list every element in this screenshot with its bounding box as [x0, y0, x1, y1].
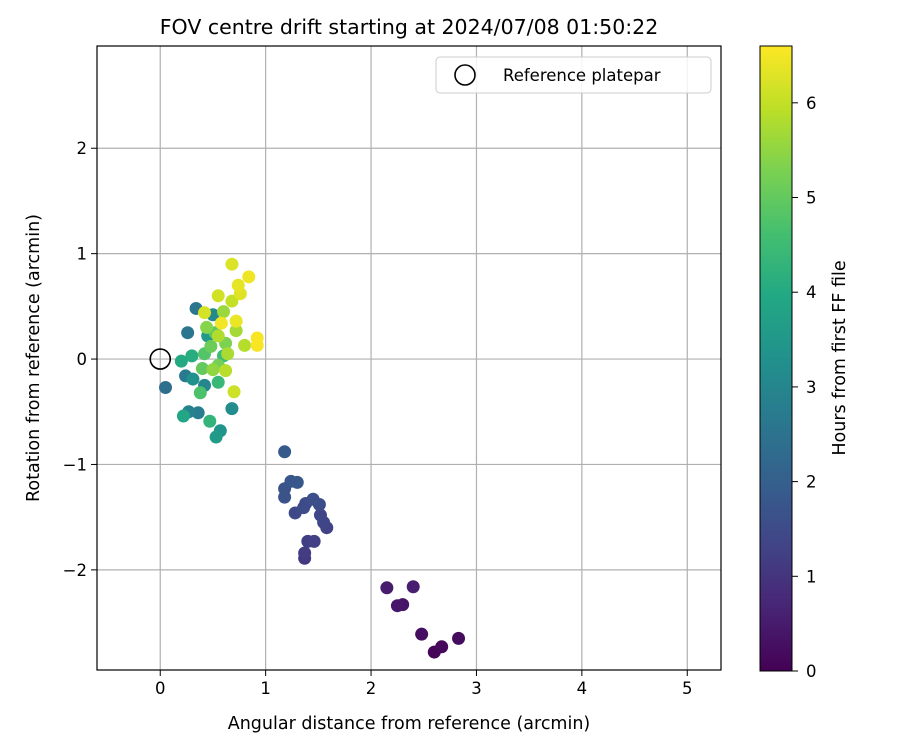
data-points: [159, 257, 466, 659]
colorbar: [759, 45, 793, 672]
data-point: [415, 627, 429, 641]
data-point: [181, 326, 195, 340]
data-point: [225, 257, 239, 271]
colorbar-tick-label: 0: [806, 662, 817, 681]
data-point: [174, 354, 188, 368]
y-tick-label: 0: [77, 350, 88, 369]
data-point: [225, 402, 239, 416]
data-point: [306, 492, 320, 506]
data-point: [209, 430, 223, 444]
data-point: [229, 324, 243, 338]
data-point: [159, 381, 173, 395]
legend-box: [435, 56, 712, 94]
data-point: [211, 375, 225, 389]
grid-lines: [97, 46, 721, 670]
data-point: [227, 385, 241, 399]
y-tick-label: 1: [77, 245, 88, 264]
data-point: [198, 306, 212, 320]
x-tick-label: 4: [577, 679, 588, 698]
data-point: [176, 409, 190, 423]
colorbar-label: Hours from first FF file: [830, 260, 850, 455]
data-point: [290, 475, 304, 489]
data-point: [278, 445, 292, 459]
data-point: [229, 314, 243, 328]
y-tick-label: −2: [63, 561, 87, 580]
data-point: [221, 347, 235, 361]
x-tick-label: 1: [260, 679, 271, 698]
colorbar-tick-label: 6: [806, 94, 817, 113]
reference-platepar-marker: [149, 348, 172, 370]
data-point: [435, 640, 449, 654]
colorbar-tick-label: 3: [806, 378, 817, 397]
x-tick-label: 3: [471, 679, 482, 698]
plot-area-frame: [96, 45, 722, 671]
data-point: [195, 362, 209, 376]
data-point: [206, 363, 220, 377]
data-point: [211, 289, 225, 303]
data-point: [204, 339, 218, 353]
data-point: [238, 338, 252, 352]
data-point: [390, 599, 404, 613]
data-point: [231, 278, 245, 292]
data-point: [216, 305, 230, 319]
y-tick-label: 2: [77, 139, 88, 158]
colorbar-tick-label: 1: [806, 567, 817, 586]
data-point: [298, 546, 312, 560]
data-point: [211, 329, 225, 343]
legend-reference-marker: [454, 64, 476, 86]
data-point: [406, 580, 420, 594]
data-point: [191, 406, 205, 420]
x-axis-label: Angular distance from reference (arcmin): [228, 714, 591, 734]
data-point: [250, 338, 264, 352]
data-point: [219, 364, 233, 378]
data-point: [193, 386, 207, 400]
data-point: [452, 631, 466, 645]
data-point: [242, 270, 256, 284]
x-tick-label: 5: [682, 679, 693, 698]
chart-title: FOV centre drift starting at 2024/07/08 …: [160, 15, 659, 39]
legend-entry-label: Reference platepar: [503, 66, 661, 85]
data-point: [307, 534, 321, 548]
legend: Reference platepar: [435, 56, 712, 94]
x-tick-label: 0: [155, 679, 166, 698]
data-point: [380, 581, 394, 595]
x-axis-ticks: 0 1 2 3 4 5: [155, 670, 693, 698]
y-axis-label: Rotation from reference (arcmin): [24, 214, 44, 502]
x-tick-label: 2: [366, 679, 377, 698]
data-point: [200, 320, 214, 334]
colorbar-tick-label: 5: [806, 189, 817, 208]
data-point: [203, 414, 217, 428]
colorbar-ticks: 0 1 2 3 4 5 6: [792, 94, 817, 681]
data-point: [186, 372, 200, 386]
data-point: [214, 316, 228, 330]
colorbar-tick-label: 2: [806, 473, 817, 492]
data-point: [225, 294, 239, 308]
y-axis-ticks: −2 −1 0 1 2: [63, 139, 97, 580]
data-point: [185, 349, 199, 363]
data-point: [313, 508, 327, 522]
y-tick-label: −1: [63, 455, 87, 474]
colorbar-tick-label: 4: [806, 283, 817, 302]
